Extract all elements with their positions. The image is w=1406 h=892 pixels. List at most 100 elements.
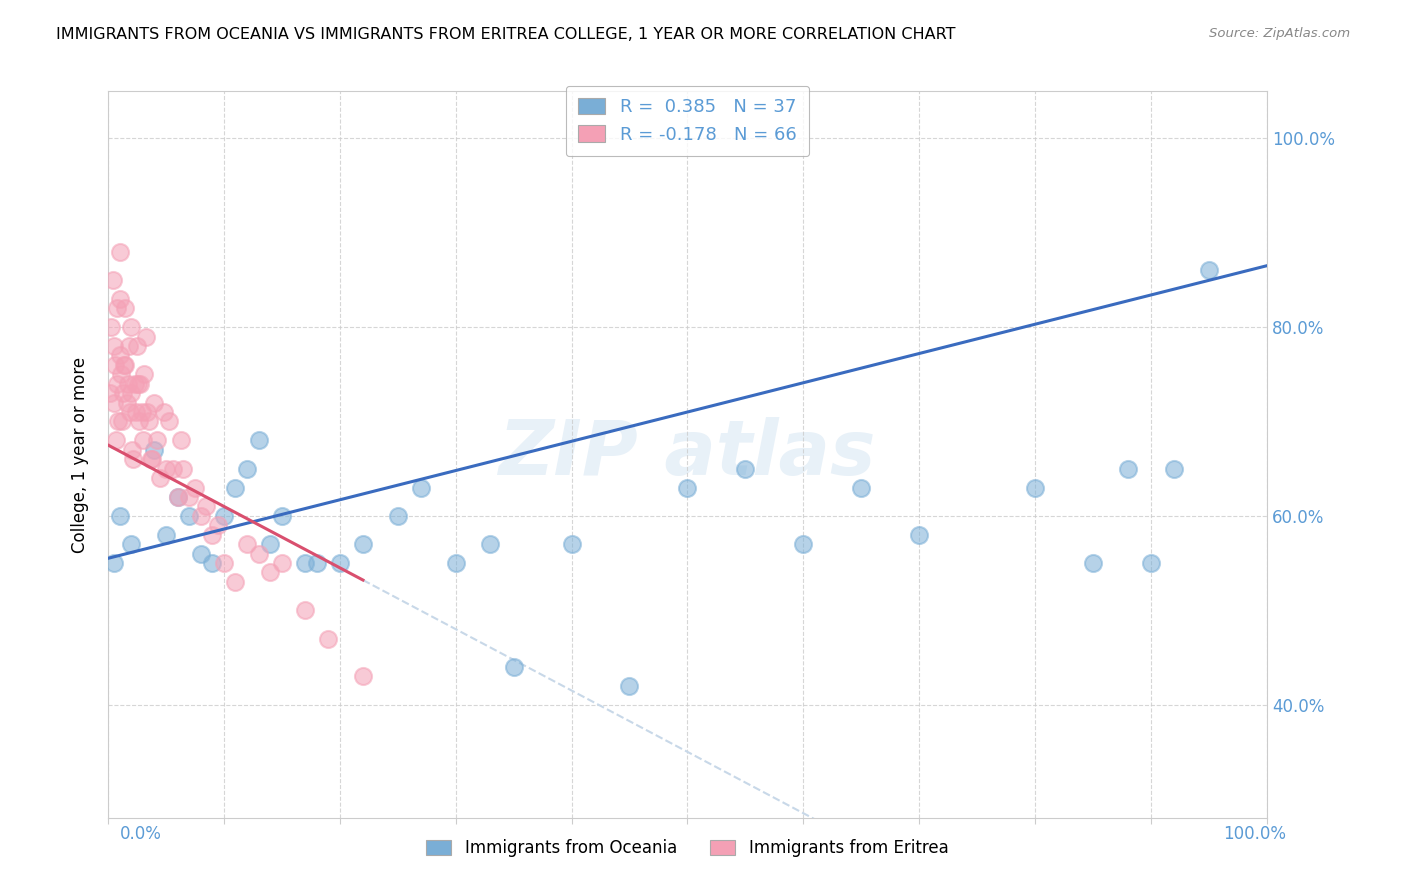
Point [259, 537, 281, 551]
Point [184, 481, 207, 495]
Point [851, 481, 873, 495]
Point [236, 537, 259, 551]
Point [105, 376, 128, 391]
Point [201, 527, 224, 541]
Point [329, 556, 352, 570]
Point [190, 547, 212, 561]
Point [179, 508, 201, 523]
Point [1024, 481, 1046, 495]
Point [1140, 556, 1163, 570]
Point [1198, 263, 1220, 277]
Point [127, 376, 149, 391]
Point [110, 368, 132, 382]
Point [294, 556, 316, 570]
Point [139, 452, 162, 467]
Point [138, 414, 160, 428]
Point [561, 537, 583, 551]
Point [387, 508, 409, 523]
Point [118, 339, 141, 353]
Point [1081, 556, 1104, 570]
Point [155, 461, 177, 475]
Point [115, 395, 138, 409]
Point [236, 461, 259, 475]
Point [479, 537, 502, 551]
Point [162, 461, 184, 475]
Point [112, 358, 135, 372]
Point [792, 537, 814, 551]
Point [444, 556, 467, 570]
Point [270, 508, 292, 523]
Point [247, 547, 270, 561]
Point [170, 434, 193, 448]
Point [105, 434, 128, 448]
Point [103, 395, 125, 409]
Point [166, 490, 188, 504]
Point [108, 508, 131, 523]
Point [120, 537, 142, 551]
Point [352, 537, 374, 551]
Point [141, 452, 163, 467]
Point [108, 244, 131, 259]
Point [120, 320, 142, 334]
Point [135, 329, 157, 343]
Point [125, 405, 148, 419]
Point [502, 660, 524, 674]
Point [316, 632, 339, 646]
Point [107, 414, 129, 428]
Point [143, 442, 166, 457]
Point [104, 358, 127, 372]
Point [212, 508, 235, 523]
Point [125, 339, 148, 353]
Point [270, 556, 292, 570]
Point [114, 358, 136, 372]
Point [1163, 461, 1185, 475]
Point [676, 481, 699, 495]
Text: IMMIGRANTS FROM OCEANIA VS IMMIGRANTS FROM ERITREA COLLEGE, 1 YEAR OR MORE CORRE: IMMIGRANTS FROM OCEANIA VS IMMIGRANTS FR… [56, 27, 956, 42]
Point [224, 574, 246, 589]
Point [259, 566, 281, 580]
Point [157, 414, 180, 428]
Point [294, 603, 316, 617]
Point [352, 669, 374, 683]
Text: 0.0%: 0.0% [120, 825, 162, 843]
Point [108, 348, 131, 362]
Point [117, 376, 139, 391]
Point [155, 527, 177, 541]
Text: ZIP atlas: ZIP atlas [499, 417, 876, 491]
Point [212, 556, 235, 570]
Legend: R =  0.385   N = 37, R = -0.178   N = 66: R = 0.385 N = 37, R = -0.178 N = 66 [565, 86, 810, 156]
Point [179, 490, 201, 504]
Point [201, 556, 224, 570]
Point [129, 376, 152, 391]
Point [247, 434, 270, 448]
Point [619, 679, 641, 693]
Point [131, 405, 153, 419]
Point [149, 471, 172, 485]
Text: 100.0%: 100.0% [1223, 825, 1286, 843]
Point [112, 386, 135, 401]
Point [132, 434, 155, 448]
Point [121, 442, 143, 457]
Point [124, 376, 146, 391]
Point [128, 414, 150, 428]
Point [101, 273, 124, 287]
Point [172, 461, 194, 475]
Point [136, 405, 159, 419]
Point [1116, 461, 1139, 475]
Point [108, 292, 131, 306]
Point [908, 527, 931, 541]
Point [103, 339, 125, 353]
Point [224, 481, 246, 495]
Point [118, 405, 141, 419]
Point [195, 500, 218, 514]
Point [145, 434, 167, 448]
Point [305, 556, 328, 570]
Point [152, 405, 174, 419]
Point [103, 556, 125, 570]
Point [122, 452, 145, 467]
Point [166, 490, 188, 504]
Point [734, 461, 756, 475]
Point [190, 508, 212, 523]
Point [114, 301, 136, 315]
Point [409, 481, 432, 495]
